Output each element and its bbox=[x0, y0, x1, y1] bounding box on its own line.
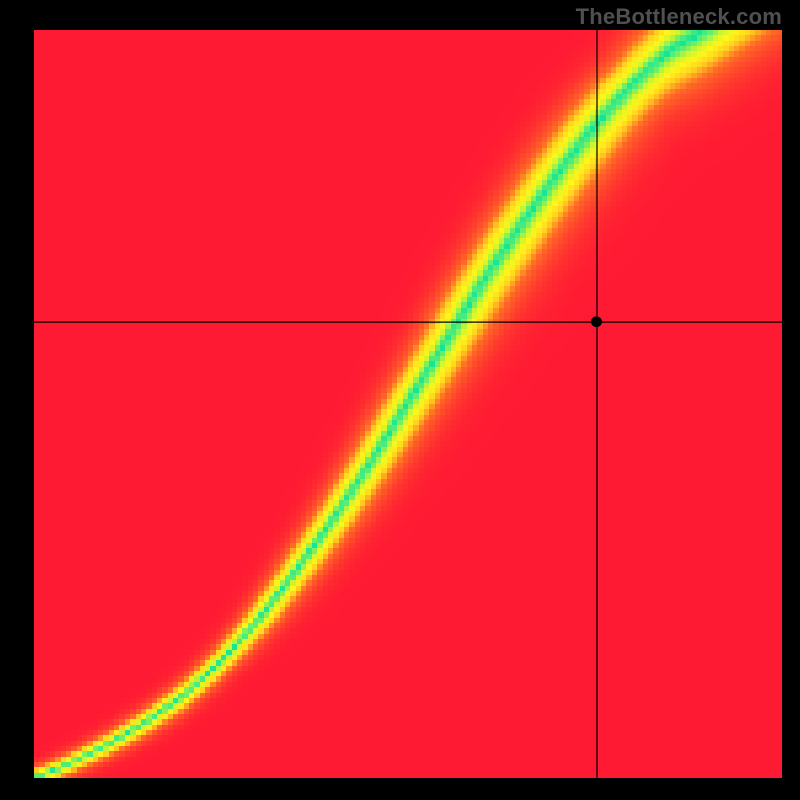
watermark-text: TheBottleneck.com bbox=[576, 4, 782, 30]
chart-container: TheBottleneck.com bbox=[0, 0, 800, 800]
heatmap-canvas bbox=[0, 0, 800, 800]
